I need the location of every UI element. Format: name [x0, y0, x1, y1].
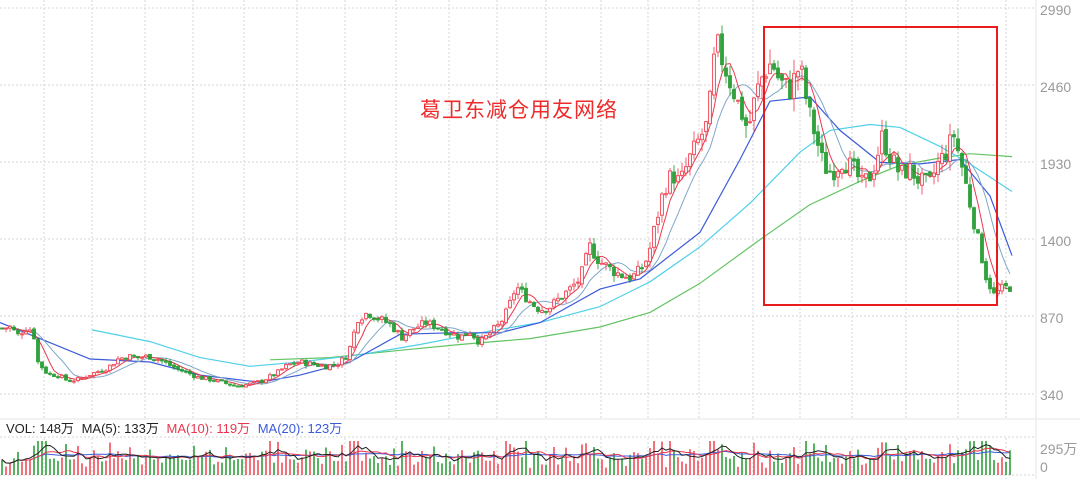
price-tick-1930: 1930	[1040, 156, 1072, 172]
legend-ma5: MA(5): 133万	[81, 421, 159, 436]
highlight-box	[763, 26, 998, 306]
legend-ma10: MA(10): 119万	[166, 421, 251, 436]
volume-tick-max: 295万	[1040, 441, 1078, 457]
volume-legend: VOL: 148万 MA(5): 133万 MA(10): 119万 MA(20…	[6, 421, 346, 437]
price-tick-2990: 2990	[1040, 2, 1072, 18]
price-tick-870: 870	[1040, 310, 1064, 326]
price-tick-2460: 2460	[1040, 79, 1072, 95]
volume-bars	[1, 441, 1011, 475]
chart-annotation: 葛卫东减仓用友网络	[420, 98, 618, 122]
volume-ma-lines	[1, 444, 1011, 464]
price-tick-1400: 1400	[1040, 233, 1072, 249]
volume-tick-zero: 0	[1040, 459, 1048, 475]
legend-vol: VOL: 148万	[6, 421, 74, 436]
legend-ma20: MA(20): 123万	[257, 421, 343, 436]
candlesticks	[0, 25, 1012, 388]
price-tick-340: 340	[1040, 387, 1064, 403]
